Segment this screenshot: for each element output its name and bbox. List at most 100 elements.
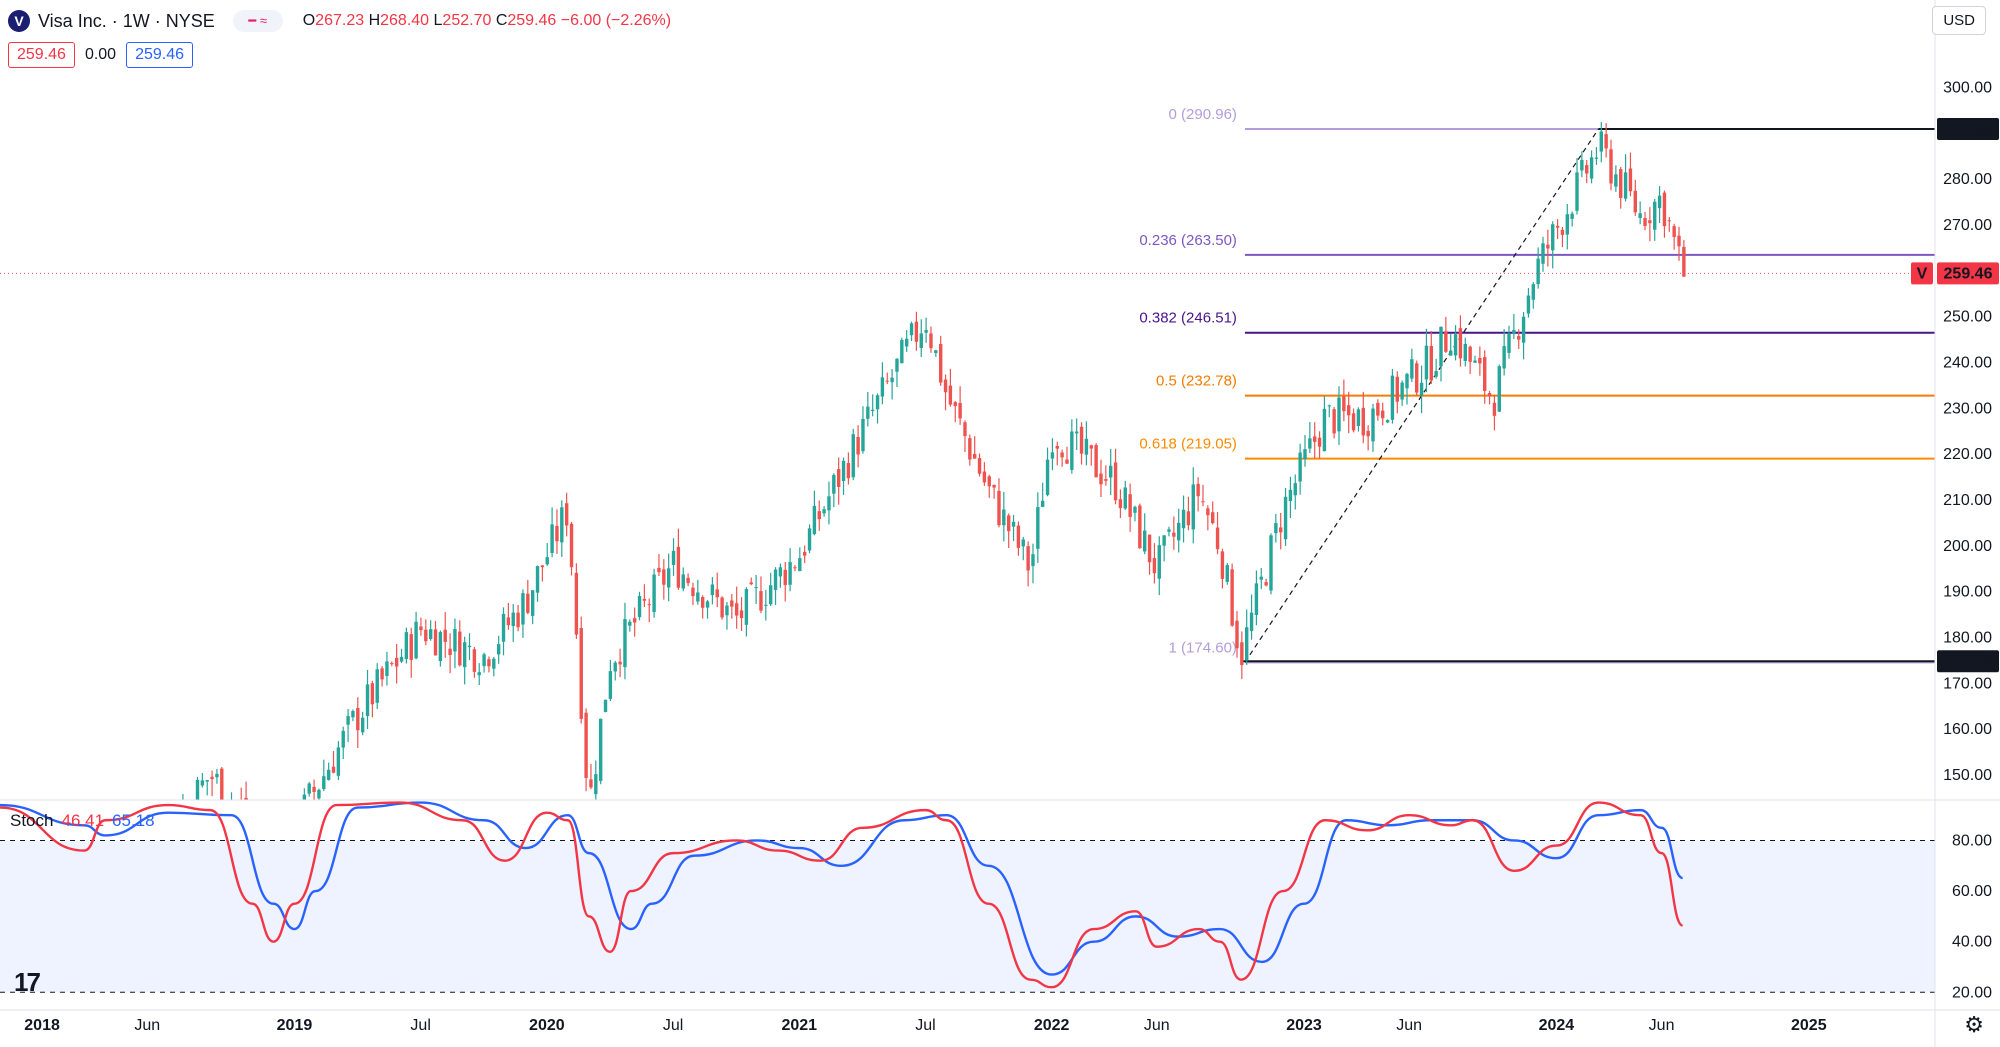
- candle[interactable]: [1458, 315, 1463, 367]
- candle[interactable]: [409, 627, 413, 678]
- candle[interactable]: [914, 311, 919, 351]
- candle[interactable]: [1099, 459, 1103, 498]
- candle[interactable]: [832, 473, 836, 508]
- candle[interactable]: [1502, 329, 1506, 376]
- candle[interactable]: [1560, 227, 1565, 248]
- candle[interactable]: [375, 663, 379, 709]
- candle[interactable]: [521, 589, 525, 638]
- gear-icon[interactable]: ⚙: [1964, 1012, 1984, 1037]
- candle[interactable]: [1473, 355, 1477, 364]
- candle[interactable]: [453, 618, 457, 669]
- candle[interactable]: [943, 374, 948, 411]
- candle[interactable]: [783, 561, 787, 602]
- candle[interactable]: [1181, 495, 1186, 543]
- candle[interactable]: [904, 330, 909, 352]
- candle[interactable]: [613, 660, 617, 681]
- candle[interactable]: [1065, 446, 1069, 465]
- candle[interactable]: [419, 617, 423, 636]
- candle[interactable]: [351, 709, 355, 722]
- fib-retracement[interactable]: 0 (290.96) 0.236 (263.50) 0.382 (246.51) 0.…: [1139, 106, 1935, 664]
- candle[interactable]: [1206, 505, 1210, 531]
- candle[interactable]: [482, 652, 486, 673]
- candle[interactable]: [1429, 330, 1433, 384]
- candle[interactable]: [948, 368, 953, 407]
- candle[interactable]: [1327, 404, 1331, 418]
- candle[interactable]: [1342, 379, 1346, 422]
- candle[interactable]: [1230, 563, 1234, 627]
- candle[interactable]: [433, 620, 438, 656]
- candle[interactable]: [1585, 160, 1589, 184]
- candle[interactable]: [1167, 526, 1171, 537]
- bid-price[interactable]: 259.46: [8, 42, 75, 68]
- candle[interactable]: [356, 697, 360, 748]
- candle[interactable]: [744, 587, 749, 637]
- candle[interactable]: [1215, 512, 1220, 555]
- candle[interactable]: [773, 567, 778, 605]
- candle[interactable]: [628, 619, 632, 632]
- candle[interactable]: [1308, 422, 1312, 454]
- candle[interactable]: [496, 635, 501, 664]
- candle[interactable]: [710, 577, 715, 605]
- candle[interactable]: [1113, 448, 1118, 505]
- candle[interactable]: [968, 434, 972, 466]
- candle[interactable]: [1254, 570, 1259, 626]
- candle[interactable]: [1575, 158, 1579, 215]
- candle[interactable]: [530, 590, 535, 625]
- candle[interactable]: [603, 699, 608, 713]
- candle[interactable]: [1657, 186, 1662, 223]
- candle[interactable]: [1400, 380, 1404, 406]
- candle[interactable]: [1186, 496, 1191, 531]
- candle[interactable]: [594, 760, 598, 800]
- candle[interactable]: [215, 768, 219, 784]
- candle[interactable]: [676, 528, 681, 590]
- candle[interactable]: [598, 718, 603, 785]
- candle[interactable]: [1415, 360, 1419, 396]
- candle[interactable]: [555, 509, 559, 554]
- candle[interactable]: [1298, 443, 1302, 495]
- candle[interactable]: [1162, 535, 1166, 562]
- candle[interactable]: [1449, 333, 1453, 356]
- candle[interactable]: [1633, 179, 1637, 216]
- candle[interactable]: [1512, 313, 1516, 339]
- candle[interactable]: [501, 607, 506, 656]
- candle[interactable]: [448, 633, 452, 674]
- candle[interactable]: [836, 457, 841, 505]
- candle[interactable]: [1040, 482, 1045, 508]
- candle[interactable]: [812, 490, 817, 536]
- candle[interactable]: [696, 579, 700, 605]
- candle[interactable]: [317, 788, 321, 800]
- candle[interactable]: [608, 659, 613, 702]
- candle[interactable]: [1157, 536, 1161, 596]
- candle[interactable]: [1074, 418, 1079, 450]
- candle[interactable]: [934, 349, 938, 357]
- candle[interactable]: [487, 656, 491, 673]
- candle[interactable]: [1487, 390, 1492, 405]
- candle[interactable]: [1055, 441, 1059, 466]
- price-candles[interactable]: [182, 122, 1686, 800]
- candle[interactable]: [1614, 165, 1618, 192]
- candle[interactable]: [681, 567, 685, 592]
- candle[interactable]: [1021, 536, 1025, 561]
- candle[interactable]: [210, 770, 214, 797]
- candle[interactable]: [1594, 147, 1599, 165]
- candle[interactable]: [788, 548, 792, 592]
- candle[interactable]: [1453, 325, 1458, 361]
- candle[interactable]: [997, 478, 1001, 528]
- candle[interactable]: [1638, 201, 1642, 225]
- candle[interactable]: [540, 565, 545, 582]
- candle[interactable]: [1094, 443, 1098, 478]
- candle[interactable]: [958, 386, 962, 425]
- candle[interactable]: [900, 337, 904, 364]
- candle[interactable]: [526, 579, 530, 615]
- candle[interactable]: [244, 781, 248, 800]
- candle[interactable]: [1580, 151, 1584, 178]
- candle[interactable]: [890, 369, 894, 400]
- candle[interactable]: [1084, 421, 1089, 466]
- candle[interactable]: [477, 663, 481, 685]
- candle[interactable]: [1283, 487, 1288, 546]
- candle[interactable]: [200, 772, 205, 788]
- candle[interactable]: [764, 589, 768, 621]
- candle[interactable]: [725, 602, 729, 630]
- candle[interactable]: [1546, 229, 1550, 267]
- candle[interactable]: [1288, 476, 1293, 519]
